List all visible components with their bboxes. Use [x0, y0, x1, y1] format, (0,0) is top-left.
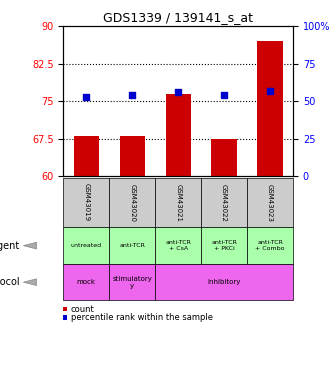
Text: percentile rank within the sample: percentile rank within the sample: [71, 313, 212, 322]
Text: GSM43019: GSM43019: [83, 183, 89, 222]
Text: mock: mock: [77, 279, 96, 285]
Text: inhibitory: inhibitory: [207, 279, 241, 285]
Point: [175, 89, 181, 95]
Bar: [257, 41, 283, 176]
Point: [267, 88, 273, 94]
Text: anti-TCR
+ Combo: anti-TCR + Combo: [255, 240, 285, 251]
Bar: [211, 139, 237, 176]
Text: agent: agent: [0, 241, 20, 250]
Bar: [120, 136, 145, 176]
Text: count: count: [71, 304, 94, 313]
Text: anti-TCR: anti-TCR: [119, 243, 145, 248]
Text: stimulatory
y: stimulatory y: [112, 276, 152, 289]
Point: [221, 92, 227, 98]
Title: GDS1339 / 139141_s_at: GDS1339 / 139141_s_at: [103, 11, 253, 24]
Text: protocol: protocol: [0, 277, 20, 287]
Text: GSM43023: GSM43023: [267, 183, 273, 222]
Point: [130, 92, 135, 98]
Text: untreated: untreated: [71, 243, 102, 248]
Text: GSM43022: GSM43022: [221, 184, 227, 221]
Text: GSM43020: GSM43020: [129, 183, 135, 222]
Bar: [74, 136, 99, 176]
Text: anti-TCR
+ PKCi: anti-TCR + PKCi: [211, 240, 237, 251]
Text: anti-TCR
+ CsA: anti-TCR + CsA: [165, 240, 191, 251]
Point: [84, 94, 89, 100]
Text: GSM43021: GSM43021: [175, 183, 181, 222]
Bar: [166, 94, 191, 176]
